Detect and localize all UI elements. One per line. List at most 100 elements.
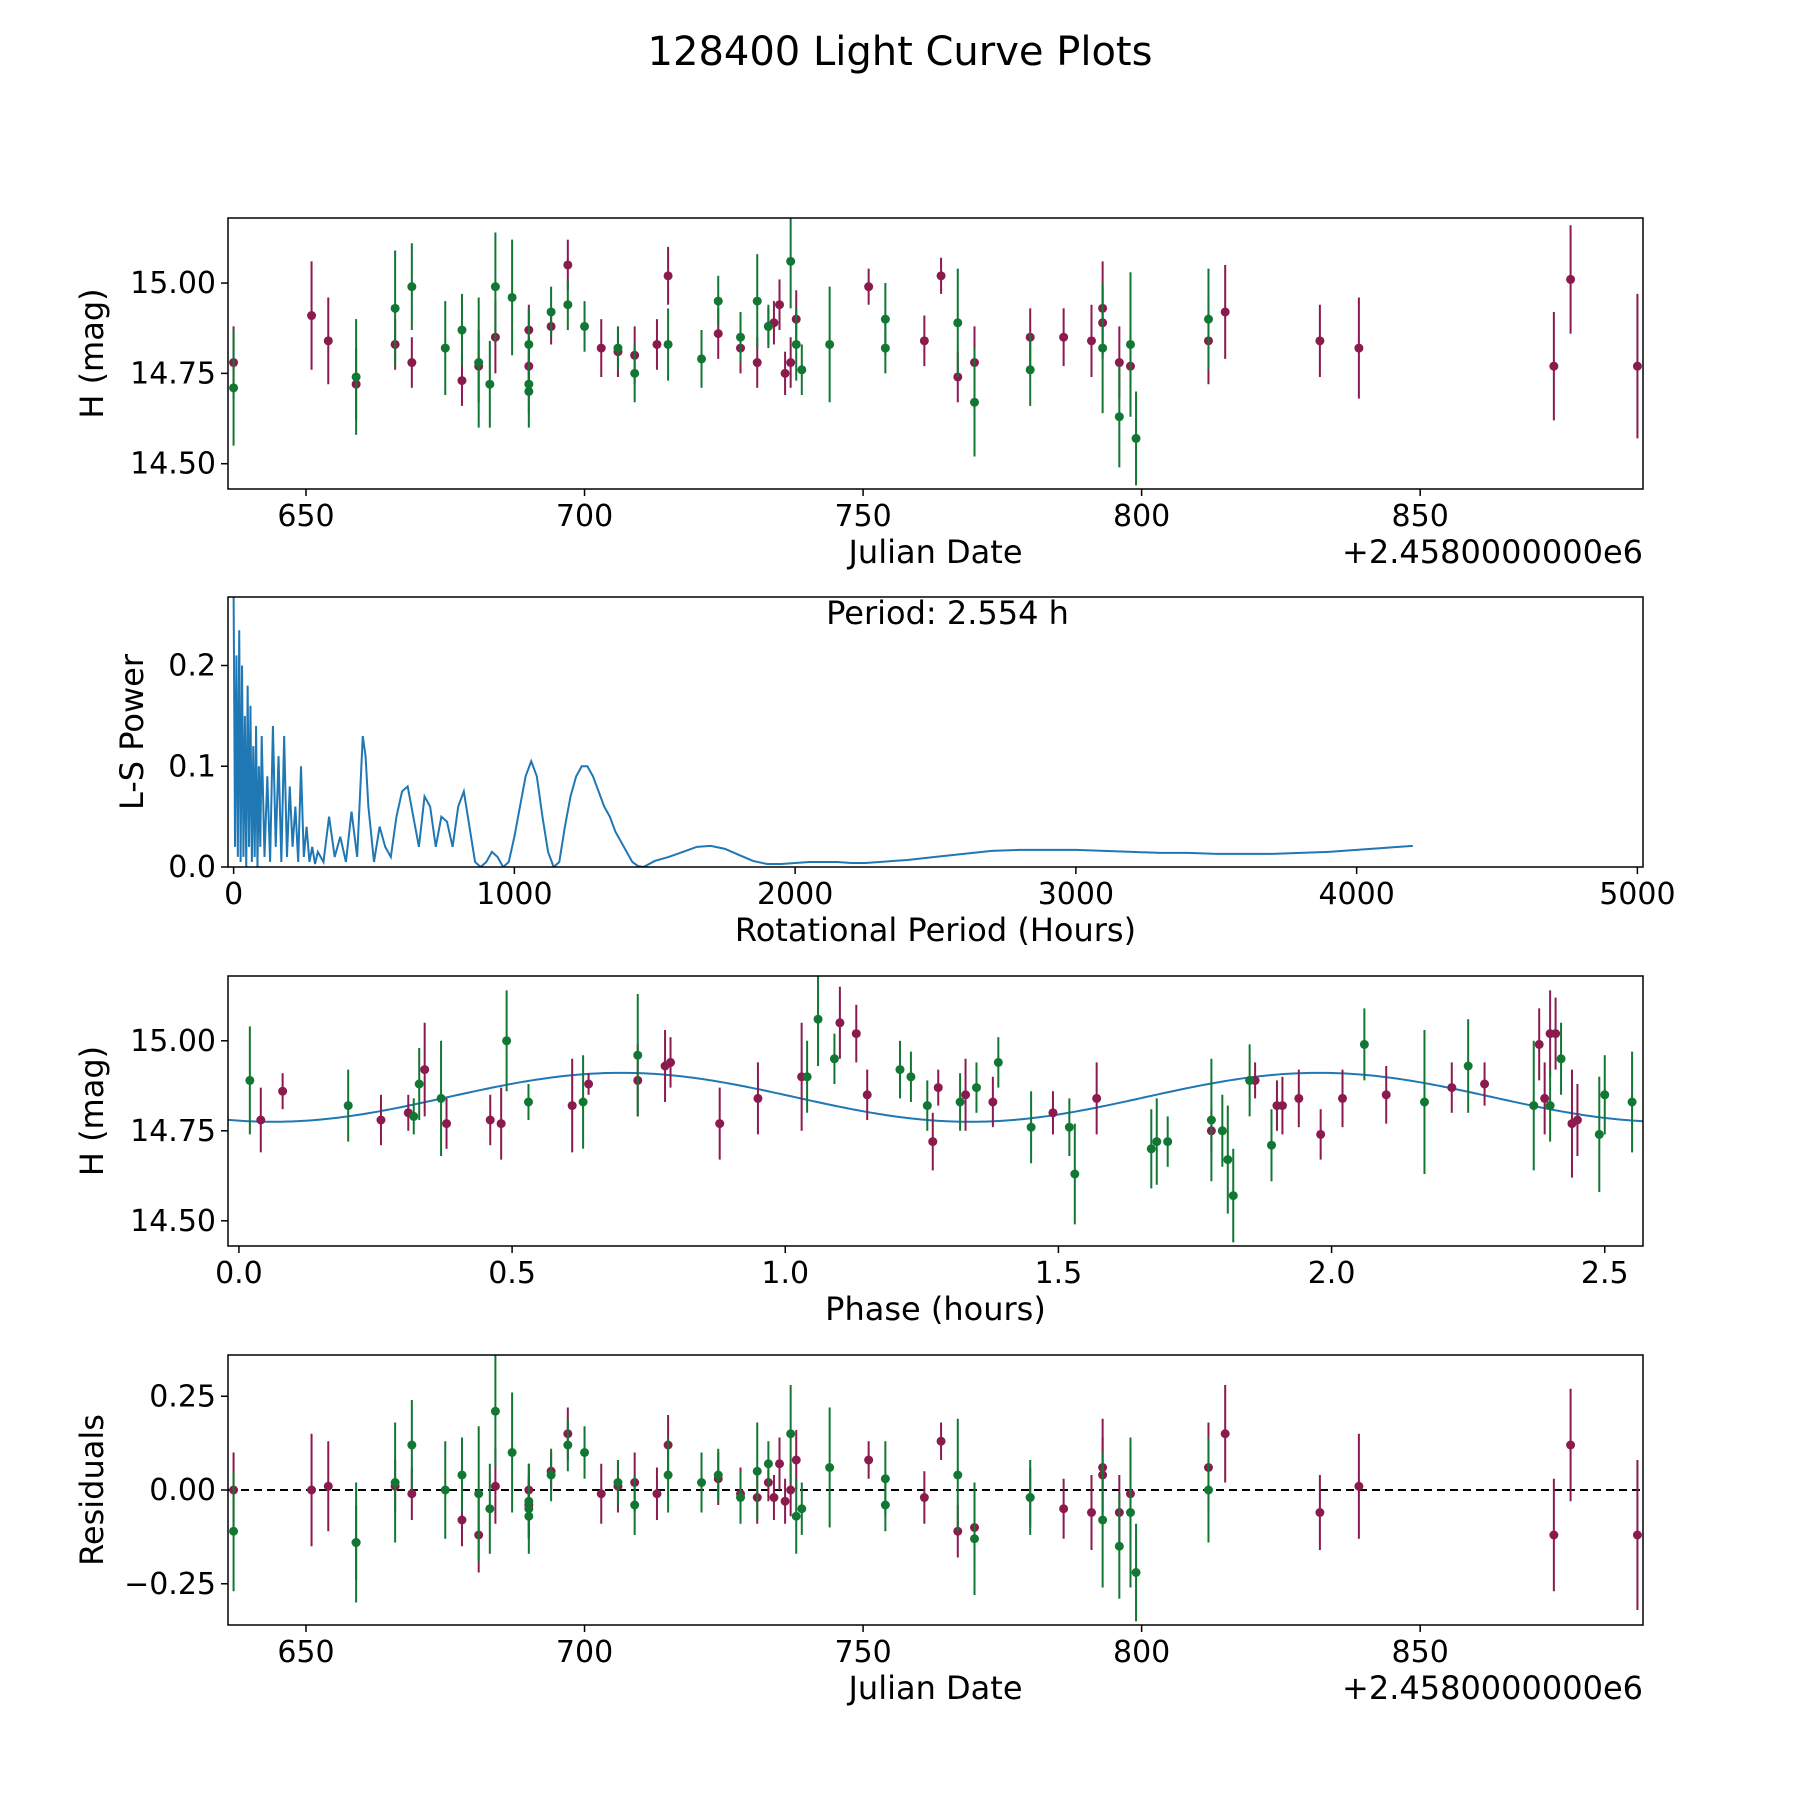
phased-s1-point-38 (1627, 1097, 1637, 1107)
residuals-s1-point-15 (580, 1448, 590, 1457)
phased-s1-point-3 (414, 1079, 424, 1089)
periodogram-ytick-label-0: 0.0 (168, 850, 216, 885)
lightcurve-s1-point-18 (663, 339, 673, 349)
residuals-s1-point-8 (490, 1406, 500, 1416)
residuals-xtick-label-0: 650 (277, 1635, 334, 1670)
phased-s0-point-28 (1277, 1101, 1287, 1111)
residuals-ytick-label-2: 0.25 (149, 1379, 216, 1414)
residuals-s0-point-44 (1566, 1440, 1576, 1450)
phased-s0-point-4 (420, 1065, 430, 1075)
phased-s0-point-5 (442, 1119, 452, 1129)
phased-xtick-label-5: 2.5 (1581, 1256, 1629, 1291)
residuals-xtick-label-2: 750 (834, 1635, 891, 1670)
lightcurve-frame (227, 217, 1644, 490)
lightcurve-xtick-label-0: 650 (277, 499, 334, 534)
phased-s1-point-9 (802, 1072, 812, 1082)
phased-s1-point-13 (906, 1072, 916, 1082)
phased-s0-point-30 (1316, 1129, 1326, 1139)
phased-s0-point-24 (1092, 1093, 1102, 1103)
residuals-s1-point-25 (791, 1511, 801, 1521)
periodogram-power-line (232, 597, 1413, 867)
residuals-s1-point-36 (1131, 1568, 1141, 1577)
lightcurve-s1-point-36 (1131, 433, 1141, 443)
lightcurve-s0-point-27 (864, 282, 874, 292)
phased-s0-point-32 (1381, 1090, 1391, 1100)
lightcurve-xtick-label-3: 800 (1113, 499, 1170, 534)
residuals-s0-point-29 (936, 1436, 946, 1446)
lightcurve-offset-label: +2.4580000000e6 (1342, 533, 1643, 571)
phased-s1-point-37 (1600, 1090, 1610, 1100)
phased-s1-point-0 (245, 1075, 255, 1085)
periodogram-xtick-label-5: 5000 (1599, 877, 1675, 912)
lightcurve-s1-point-4 (440, 343, 450, 353)
residuals-offset-label: +2.4580000000e6 (1342, 1669, 1643, 1707)
phased-s1-point-32 (1463, 1061, 1473, 1071)
lightcurve-s1-point-30 (953, 318, 963, 328)
residuals-s1-point-1 (351, 1538, 361, 1547)
residuals-s0-point-27 (864, 1455, 874, 1465)
phased-s0-point-14 (753, 1093, 763, 1103)
residuals-s0-point-22 (769, 1493, 779, 1502)
residuals-s0-point-1 (307, 1485, 317, 1495)
lightcurve-s1-point-7 (485, 379, 495, 389)
phased-s1-point-26 (1223, 1155, 1233, 1165)
lightcurve-s1-point-14 (563, 300, 573, 310)
lightcurve-s1-point-17 (630, 368, 640, 378)
phased-s1-point-27 (1228, 1191, 1238, 1201)
lightcurve-ytick-label-1: 14.75 (130, 356, 216, 391)
phased-s1-point-31 (1419, 1097, 1429, 1107)
phased-xtick-label-2: 1.0 (761, 1256, 809, 1291)
phased-chart: 0.0 0.5 1.0 1.5 2.0 2.5 14.50 14.75 15.00 Phase (… (73, 975, 1644, 1328)
lightcurve-s0-point-13 (596, 343, 606, 353)
lightcurve-ylabel: H (mag) (73, 288, 111, 418)
lightcurve-s1-point-21 (736, 332, 746, 342)
lightcurve-s1-point-3 (407, 282, 417, 292)
lightcurve-s1-point-15 (580, 321, 590, 331)
residuals-s1-point-33 (1098, 1515, 1108, 1525)
phased-s0-point-35 (1534, 1039, 1544, 1049)
periodogram-ytick-label-2: 0.2 (168, 649, 216, 684)
phased-s1-point-4 (436, 1093, 446, 1103)
lightcurve-s1-point-29 (880, 343, 890, 353)
lightcurve-plot-area (229, 218, 1642, 486)
phased-s0-point-1 (278, 1086, 288, 1096)
lightcurve-s0-point-12 (563, 260, 573, 270)
lightcurve-s0-point-6 (457, 376, 467, 386)
lightcurve-s1-point-35 (1125, 339, 1135, 349)
residuals-s0-point-5 (407, 1489, 417, 1499)
residuals-s0-point-33 (1059, 1504, 1069, 1514)
residuals-s1-point-18 (663, 1470, 673, 1480)
residuals-s0-point-6 (457, 1515, 467, 1525)
periodogram-ylabel: L-S Power (113, 653, 151, 810)
phased-s1-point-17 (993, 1057, 1003, 1067)
phased-s1-point-2 (409, 1111, 419, 1121)
residuals-s1-point-34 (1114, 1541, 1124, 1551)
phased-s1-point-8 (633, 1050, 643, 1060)
phased-ytick-label-0: 14.50 (130, 1204, 216, 1239)
residuals-plot-area (228, 1355, 1643, 1622)
lightcurve-s1-point-8 (490, 282, 500, 292)
phased-s1-point-21 (1146, 1144, 1156, 1154)
phased-s0-point-21 (961, 1090, 971, 1100)
lightcurve-s1-point-0 (229, 383, 239, 393)
phased-s1-point-6 (523, 1097, 533, 1107)
residuals-s0-point-13 (596, 1489, 606, 1499)
phased-s0-point-16 (835, 1018, 845, 1028)
residuals-s1-point-35 (1125, 1508, 1135, 1517)
lightcurve-s0-point-24 (780, 368, 790, 378)
residuals-s1-point-3 (407, 1440, 417, 1450)
residuals-ytick-label-1: 0.00 (149, 1473, 216, 1508)
lightcurve-s1-point-5 (457, 325, 467, 335)
residuals-s1-point-9 (507, 1448, 517, 1457)
periodogram-frame (227, 596, 1644, 868)
phased-s1-point-28 (1245, 1075, 1255, 1085)
residuals-s0-point-34 (1086, 1508, 1096, 1517)
phased-xtick-label-1: 0.5 (488, 1256, 536, 1291)
lightcurve-s1-point-19 (697, 354, 707, 364)
residuals-s1-point-0 (229, 1526, 239, 1536)
lightcurve-s0-point-25 (786, 358, 796, 368)
residuals-ylabel: Residuals (73, 1414, 111, 1566)
phased-s1-point-36 (1594, 1129, 1604, 1139)
phased-s1-point-29 (1266, 1140, 1276, 1150)
